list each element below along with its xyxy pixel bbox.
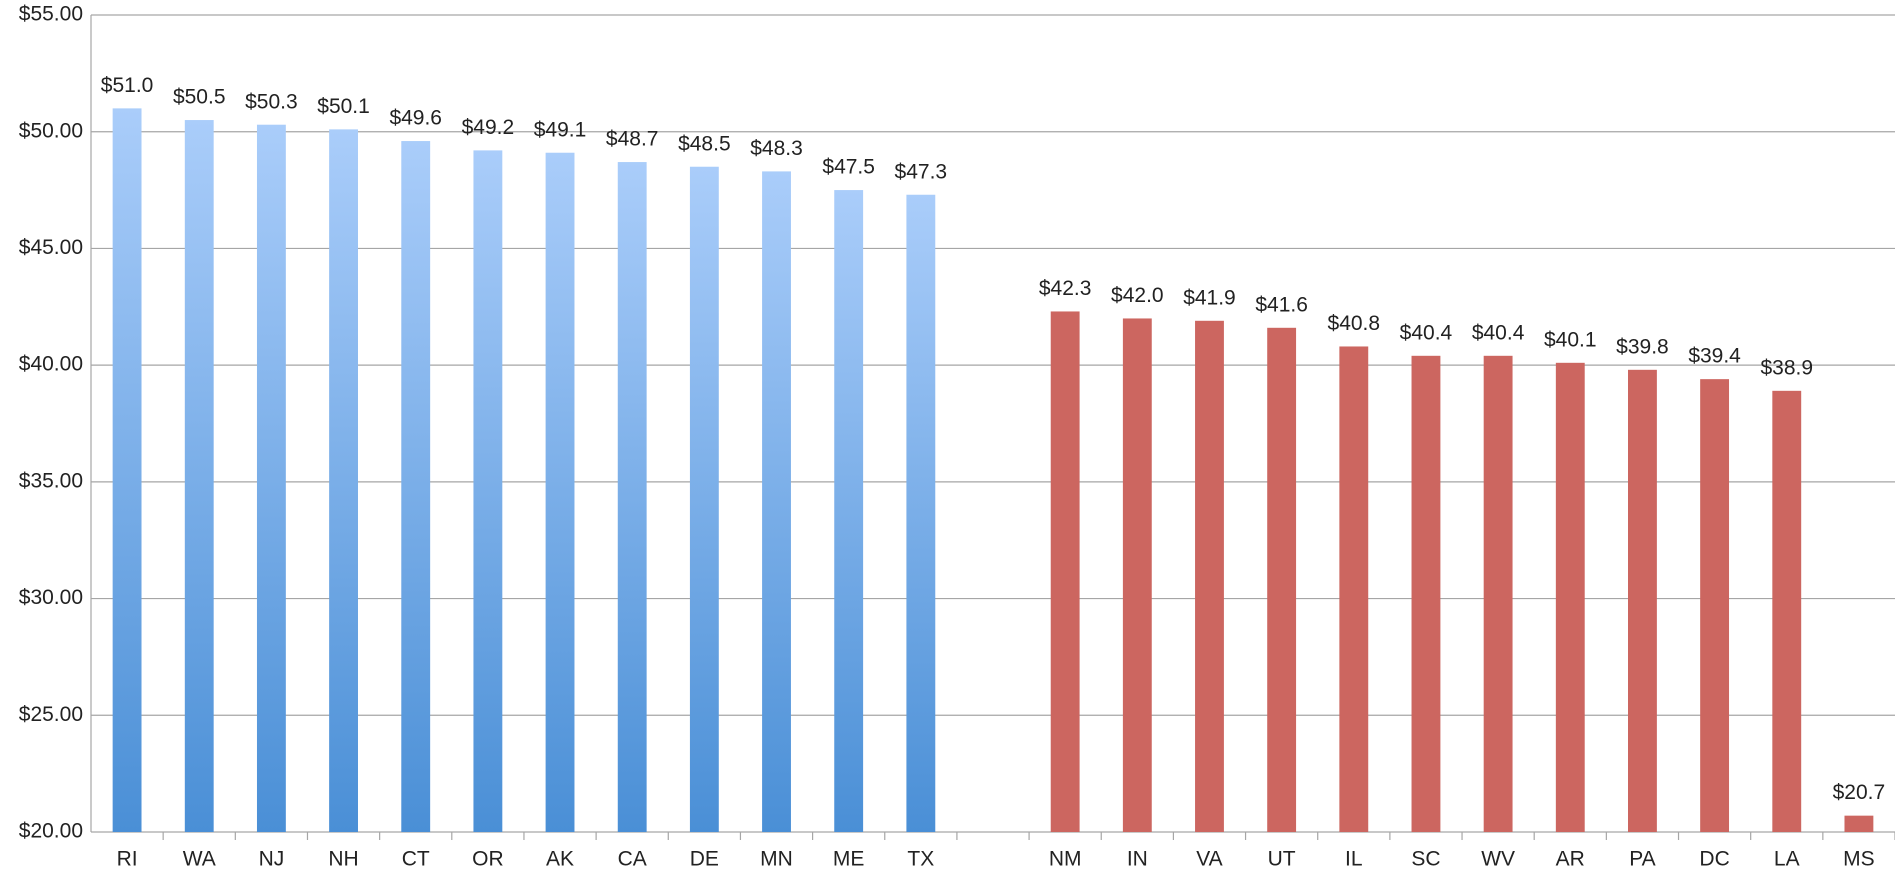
- x-tick-label: ME: [833, 848, 865, 871]
- bar: [184, 120, 214, 833]
- bar: [1628, 369, 1657, 832]
- bar: [329, 129, 358, 832]
- x-tick-label: OR: [472, 848, 504, 871]
- x-tick-label: AK: [546, 848, 574, 871]
- x-tick-label: AR: [1556, 848, 1585, 871]
- y-tick-label: $30.00: [19, 586, 83, 609]
- bar: [834, 190, 864, 833]
- bar: [1772, 390, 1802, 832]
- y-tick-label: $25.00: [19, 703, 83, 726]
- value-label: $47.5: [822, 156, 875, 179]
- value-label: $49.1: [534, 118, 587, 141]
- bar: [112, 108, 142, 832]
- bar: [545, 152, 575, 833]
- value-label: $47.3: [895, 160, 948, 183]
- x-tick-label: VA: [1196, 848, 1222, 871]
- bar: [1050, 311, 1080, 832]
- value-label: $20.7: [1833, 781, 1886, 804]
- bar: [1195, 320, 1224, 832]
- value-label: $48.3: [750, 137, 803, 160]
- bar: [689, 166, 719, 832]
- x-tick-label: DC: [1699, 848, 1729, 871]
- bar: [1483, 355, 1513, 832]
- value-label: $48.5: [678, 132, 731, 155]
- value-label: $39.8: [1616, 335, 1669, 358]
- value-label: $38.9: [1760, 356, 1813, 379]
- x-tick-label: MN: [760, 848, 793, 871]
- x-tick-label: PA: [1629, 848, 1655, 871]
- bar: [1339, 346, 1369, 832]
- x-tick-label: NM: [1049, 848, 1082, 871]
- x-tick-label: NJ: [259, 848, 285, 871]
- x-tick-label: MS: [1843, 848, 1875, 871]
- x-tick-label: LA: [1774, 848, 1800, 871]
- x-tick-label: IN: [1127, 848, 1148, 871]
- x-tick-label: CA: [618, 848, 647, 871]
- x-tick-label: RI: [117, 848, 138, 871]
- x-tick-label: WV: [1481, 848, 1515, 871]
- value-label: $50.1: [317, 95, 370, 118]
- bar: [762, 171, 791, 832]
- x-tick-label: NH: [328, 848, 358, 871]
- bar: [1267, 327, 1297, 832]
- y-tick-label: $40.00: [19, 353, 83, 376]
- value-label: $50.3: [245, 90, 298, 113]
- y-tick-label: $45.00: [19, 236, 83, 259]
- value-label: $40.1: [1544, 328, 1597, 351]
- value-label: $40.4: [1400, 321, 1453, 344]
- x-tick-label: UT: [1268, 848, 1296, 871]
- bar: [1122, 318, 1152, 832]
- x-tick-label: WA: [183, 848, 216, 871]
- bar: [1700, 379, 1730, 832]
- x-tick-label: IL: [1345, 848, 1363, 871]
- bar: [906, 194, 936, 833]
- bar: [1844, 815, 1874, 832]
- value-label: $39.4: [1688, 345, 1741, 368]
- value-label: $48.7: [606, 128, 659, 151]
- value-label: $49.6: [389, 107, 442, 130]
- x-tick-label: DE: [690, 848, 719, 871]
- value-label: $42.0: [1111, 284, 1164, 307]
- y-tick-label: $20.00: [19, 820, 83, 843]
- y-tick-label: $55.00: [19, 3, 83, 26]
- value-label: $41.6: [1255, 293, 1308, 316]
- bar: [617, 162, 647, 832]
- bar: [1411, 355, 1441, 832]
- x-tick-label: SC: [1411, 848, 1440, 871]
- bar: [473, 150, 503, 833]
- value-label: $40.4: [1472, 321, 1525, 344]
- value-label: $49.2: [462, 116, 515, 139]
- value-label: $40.8: [1328, 312, 1381, 335]
- bar: [256, 124, 286, 832]
- bar: [401, 141, 431, 833]
- y-tick-label: $50.00: [19, 119, 83, 142]
- bar: [1555, 362, 1585, 832]
- value-label: $41.9: [1183, 286, 1236, 309]
- x-tick-label: CT: [402, 848, 430, 871]
- y-tick-label: $35.00: [19, 469, 83, 492]
- value-label: $51.0: [101, 74, 154, 97]
- value-label: $50.5: [173, 86, 226, 109]
- value-label: $42.3: [1039, 277, 1092, 300]
- x-tick-label: TX: [907, 848, 934, 871]
